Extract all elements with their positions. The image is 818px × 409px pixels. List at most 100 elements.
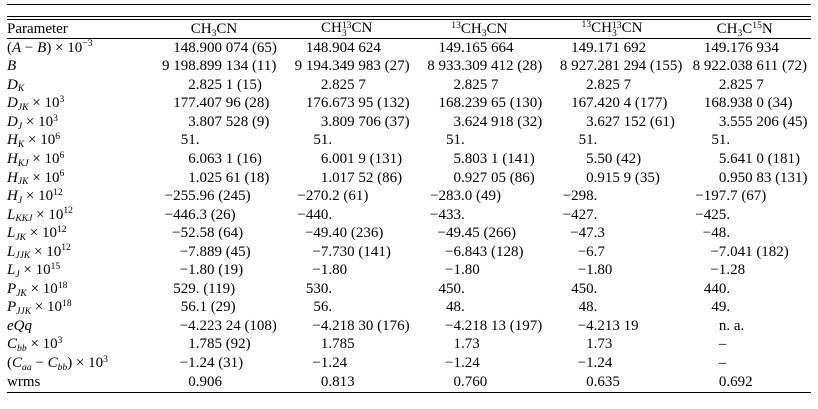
value-fraction-part: .349 983 (27) <box>328 58 410 75</box>
value-cell-ch3cn: −1.24 (31) <box>148 354 281 373</box>
value-integer-part: 167 <box>571 95 594 112</box>
parameter-label: DJ × 103 <box>7 112 58 132</box>
value-fraction-part: . <box>593 280 598 297</box>
parameter-label: DK <box>7 76 25 95</box>
value-cell-ch3c15n: 3.555 206 (45) <box>678 113 811 132</box>
value-cell-ch3c15n: −7.041 (182) <box>678 243 811 262</box>
value-integer-part: 0 <box>718 169 727 186</box>
value-fraction-part: .938 0 (34) <box>726 95 793 112</box>
value-fraction-part: . <box>726 225 731 242</box>
value-cell-13ch3cn: 5.803 1 (141) <box>413 150 546 169</box>
value-cell-13ch3cn: 149.165 664 <box>413 39 546 58</box>
value-fraction-part: .213 19 <box>593 317 639 334</box>
value-integer-part: −298 <box>562 188 594 205</box>
value-cell-ch3-13cn: −7.730 (141) <box>280 243 413 262</box>
value-cell-ch3c15n: – <box>678 354 811 373</box>
value-integer-part: −270 <box>297 188 329 205</box>
value-fraction-part: .80 <box>328 262 348 279</box>
value-fraction-part: .24 (31) <box>195 355 244 371</box>
value-fraction-part: .73 <box>461 336 480 353</box>
value-cell-ch3cn: 0.906 <box>148 373 281 392</box>
value-integer-part: 148 <box>173 39 196 56</box>
value-fraction-part: .58 (64) <box>195 225 244 242</box>
value-integer-part: 0 <box>320 373 329 390</box>
value-fraction-part: .813 <box>328 373 355 390</box>
value-integer-part: −1 <box>710 262 727 279</box>
table-row: LJ × 1015 −1.80 (19) −1.80 −1.80 −1.80 −1.28 <box>7 262 811 281</box>
value-fraction-part: .041 (182) <box>726 243 789 260</box>
value-integer-part: 5 <box>718 150 727 167</box>
value-fraction-part: .176 934 <box>726 39 779 56</box>
value-integer-part: 149 <box>438 39 462 56</box>
value-fraction-part: .223 24 (108) <box>195 317 277 334</box>
value-integer-part: −1 <box>577 262 594 279</box>
value-integer-part: 2 <box>453 76 462 93</box>
table-row: wrms 0.906 0.813 0.760 0.635 0.692 <box>7 373 811 392</box>
parameter-label: HJK × 106 <box>7 168 65 188</box>
value-cell-ch3-13cn: 6.001 9 (131) <box>280 150 413 169</box>
value-fraction-part: .80 (19) <box>195 262 244 279</box>
value-integer-part: 0 <box>453 169 462 186</box>
value-fraction-part: .28 <box>726 262 746 279</box>
value-cell-ch3-13cn: 3.809 706 (37) <box>280 113 413 132</box>
value-fraction-part: . <box>328 299 333 316</box>
value-cell-13ch3cn: 8 933.309 412 (28) <box>413 57 546 76</box>
header-underline <box>7 38 811 39</box>
value-fraction-part: . <box>328 206 333 223</box>
value-cell-ch3-13cn: 2.825 7 <box>280 76 413 95</box>
value-integer-part: −427 <box>562 206 594 223</box>
top-rule <box>7 4 811 5</box>
value-fraction-part: .825 1 (15) <box>195 76 262 93</box>
value-fraction-part: .40 (236) <box>328 225 384 242</box>
value-fraction-part: .001 9 (131) <box>328 150 403 167</box>
value-integer-part: −49 <box>437 225 461 242</box>
value-cell-13ch3cn: −433. <box>413 206 546 225</box>
value-cell-13ch3cn: 3.624 918 (32) <box>413 113 546 132</box>
value-fraction-part: .96 (245) <box>195 188 251 205</box>
value-cell-13ch3cn: −1.24 <box>413 354 546 373</box>
value-cell-13ch3-13cn: 167.420 4 (177) <box>546 95 679 114</box>
value-cell-13ch3-13cn: −427. <box>546 206 679 225</box>
value-cell-ch3-13cn: −4.218 30 (176) <box>280 317 413 336</box>
value-cell-ch3c15n: 168.938 0 (34) <box>678 95 811 114</box>
spectroscopic-parameters-table: Parameter CH3CN CH 13 3 CN 13CH3CN 13CH 13 3 CN CH3… <box>7 19 811 392</box>
value-cell-ch3-13cn: 1.017 52 (86) <box>280 169 413 188</box>
value-cell-13ch3cn: 48. <box>413 299 546 318</box>
value-cell-ch3-13cn: 51. <box>280 132 413 151</box>
value-fraction-part: . <box>593 132 598 149</box>
value-cell-13ch3-13cn: 8 927.281 294 (155) <box>546 57 683 76</box>
value-integer-part: 149 <box>571 39 594 56</box>
value-cell-ch3-13cn: 56. <box>280 299 413 318</box>
value-integer-part: 5 <box>453 150 462 167</box>
value-fraction-part: .80 <box>593 262 613 279</box>
parameter-label: wrms <box>7 373 41 390</box>
value-integer-part: 56 <box>313 299 329 316</box>
value-cell-13ch3cn: 51. <box>413 132 546 151</box>
value-integer-part: 6 <box>188 150 196 167</box>
value-fraction-part: .24 <box>461 355 480 371</box>
value-cell-ch3c15n: 149.176 934 <box>678 39 811 58</box>
value-integer-part: 1 <box>188 336 196 353</box>
value-integer-part: 1 <box>320 336 329 353</box>
value-fraction-part: .555 206 (45) <box>726 113 808 130</box>
value-integer-part: – <box>718 355 727 371</box>
value-cell-13ch3cn: −49.45 (266) <box>413 224 546 243</box>
value-fraction-part: .730 (141) <box>328 243 391 260</box>
value-fraction-part: . (119) <box>195 280 236 297</box>
value-fraction-part: .45 (266) <box>461 225 516 242</box>
value-cell-ch3cn: −255.96 (245) <box>148 187 281 206</box>
value-integer-part: 9 194 <box>294 58 329 75</box>
parameter-label: DJK × 103 <box>7 94 65 114</box>
parameter-label: B <box>7 58 17 75</box>
value-fraction-part: .900 074 (65) <box>195 39 277 56</box>
value-integer-part: n <box>718 317 727 334</box>
value-cell-13ch3-13cn: 5.50 (42) <box>546 150 679 169</box>
value-integer-part: −446 <box>164 206 196 223</box>
value-fraction-part: .807 528 (9) <box>195 113 270 130</box>
column-header-parameter: Parameter <box>7 20 68 37</box>
table-row: LKKJ × 1012 −446.3 (26) −440. −433. −427. −42… <box>7 206 811 225</box>
value-cell-ch3-13cn: −1.80 <box>280 262 413 281</box>
value-fraction-part: . <box>726 132 731 149</box>
value-fraction-part: .50 (42) <box>593 150 642 167</box>
